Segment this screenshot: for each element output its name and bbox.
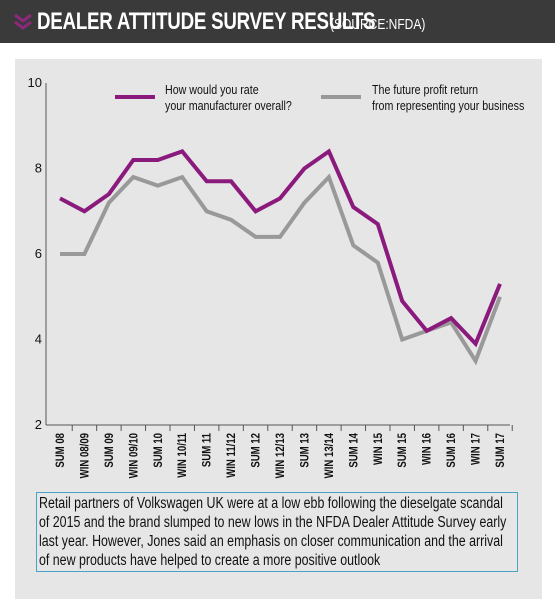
caption-text: Retail partners of Volkswagen UK were at… bbox=[39, 495, 507, 569]
x-tick-label: SUM 11 bbox=[201, 433, 214, 467]
y-tick-label: 10 bbox=[28, 75, 42, 90]
x-tick-label: WIN 17 bbox=[470, 433, 483, 465]
y-tick-label: 4 bbox=[35, 332, 42, 347]
header-bar: DEALER ATTITUDE SURVEY RESULTS (SOURCE:N… bbox=[0, 0, 555, 43]
legend-label-series-1: How would you rate your manufacturer over… bbox=[165, 82, 292, 113]
x-tick-label: SUM 17 bbox=[494, 433, 507, 468]
x-tick-label: WIN 09/10 bbox=[127, 433, 140, 478]
x-tick-label: SUM 14 bbox=[347, 433, 360, 468]
x-tick-label: WIN 08/09 bbox=[79, 433, 92, 478]
x-tick-label: WIN 12/13 bbox=[274, 433, 287, 478]
x-tick-label: WIN 11/12 bbox=[225, 433, 238, 478]
x-tick-label: SUM 15 bbox=[396, 433, 409, 468]
x-tick-label: WIN 10/11 bbox=[176, 433, 189, 478]
series-future-profit-line bbox=[60, 173, 502, 366]
source-label: (SOURCE:NFDA) bbox=[330, 16, 426, 33]
page-title: DEALER ATTITUDE SURVEY RESULTS bbox=[37, 8, 376, 35]
x-tick-label: SUM 09 bbox=[103, 433, 116, 468]
legend-label-series-2: The future profit return from representin… bbox=[372, 82, 525, 113]
series-manufacturer-rating-line bbox=[59, 148, 502, 348]
x-tick-label: SUM 13 bbox=[299, 433, 312, 468]
x-tick-label: WIN 15 bbox=[372, 433, 385, 465]
y-tick-label: 2 bbox=[35, 417, 42, 432]
double-chevron-down-icon bbox=[14, 13, 32, 30]
x-tick-label: SUM 10 bbox=[152, 433, 165, 468]
x-tick-label: WIN 16 bbox=[421, 433, 434, 465]
x-tick-label: WIN 13/14 bbox=[323, 433, 336, 478]
x-tick-label: SUM 12 bbox=[250, 433, 263, 468]
y-tick-label: 6 bbox=[35, 246, 42, 261]
x-tick-label: SUM 16 bbox=[445, 433, 458, 468]
x-tick-label: SUM 08 bbox=[54, 433, 67, 468]
y-tick-label: 8 bbox=[35, 161, 42, 176]
caption-box: Retail partners of Volkswagen UK were at… bbox=[36, 492, 518, 572]
